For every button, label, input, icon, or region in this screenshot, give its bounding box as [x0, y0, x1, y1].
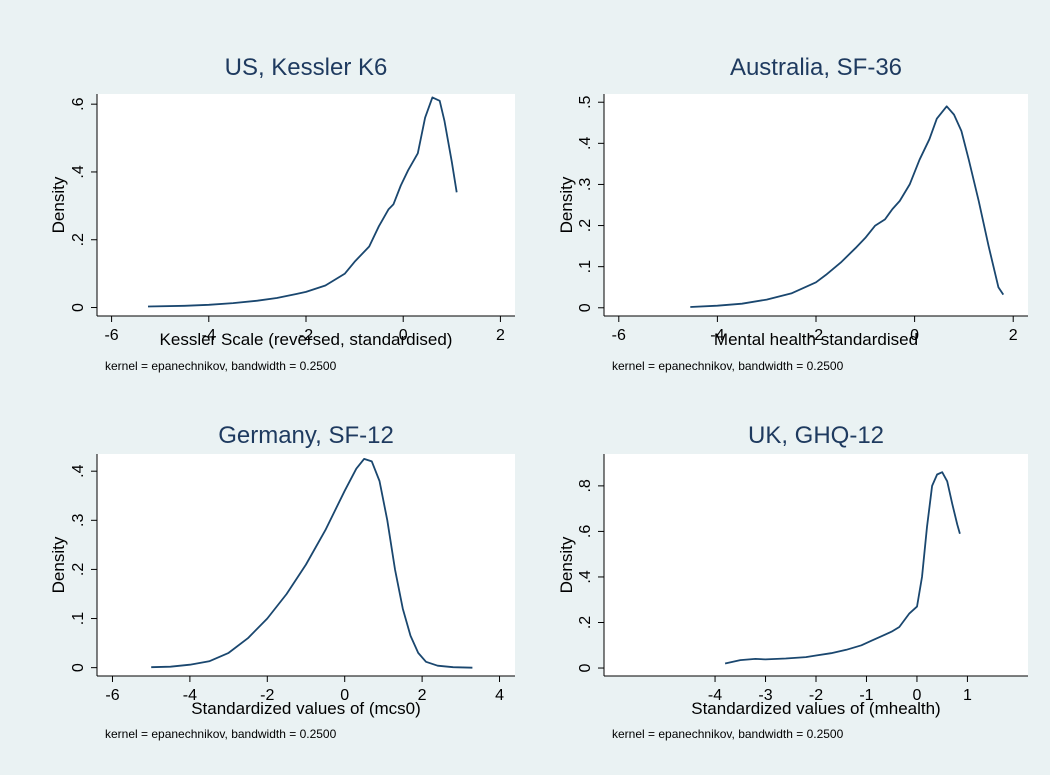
x-tick-label: -6 — [105, 687, 119, 704]
kernel-note: kernel = epanechnikov, bandwidth = 0.250… — [105, 727, 337, 741]
y-tick-label: 0 — [70, 303, 87, 312]
y-tick-label: .8 — [577, 479, 594, 492]
chart-panel-1: US, Kessler K6 0 .2 .4 .6 -6 -4 -2 0 2 Density Kess… — [49, 54, 515, 373]
y-tick-label: .4 — [70, 165, 87, 178]
x-tick-label: -2 — [260, 687, 274, 704]
x-axis-label: Standardized values of (mhealth) — [691, 699, 940, 718]
x-tick-label: 0 — [912, 687, 921, 704]
x-tick-label: 4 — [495, 687, 504, 704]
y-axis-label: Density — [557, 176, 576, 233]
x-tick-label: -3 — [758, 687, 772, 704]
y-tick-label: 0 — [577, 303, 594, 312]
chart-title: Germany, SF-12 — [218, 422, 394, 449]
x-axis-label: Kessler Scale (reversed, standardised) — [160, 330, 453, 349]
y-tick-label: .6 — [70, 97, 87, 110]
x-tick-label: -4 — [183, 687, 197, 704]
plot-area — [604, 94, 1028, 316]
x-tick-label: 0 — [399, 327, 408, 344]
kernel-note: kernel = epanechnikov, bandwidth = 0.250… — [105, 359, 337, 373]
y-tick-label: .2 — [577, 219, 594, 232]
x-tick-label: -4 — [708, 687, 722, 704]
x-tick-label: -4 — [202, 327, 216, 344]
y-tick-label: .1 — [70, 612, 87, 625]
chart-panel-2: Australia, SF-36 0 .1 .2 .3 .4 .5 -6 -4 -2 0 2 Densi… — [557, 54, 1028, 373]
x-tick-label: 1 — [963, 687, 972, 704]
x-tick-label: 2 — [1009, 327, 1018, 344]
x-tick-label: -6 — [612, 327, 626, 344]
y-tick-label: 0 — [577, 663, 594, 672]
chart-title: US, Kessler K6 — [225, 54, 388, 81]
y-tick-label: .4 — [577, 570, 594, 583]
chart-title: UK, GHQ-12 — [748, 422, 884, 449]
x-axis-label: Standardized values of (mcs0) — [191, 699, 421, 718]
y-tick-label: .2 — [577, 616, 594, 629]
x-tick-label: -6 — [104, 327, 118, 344]
x-tick-label: -2 — [809, 327, 823, 344]
x-tick-label: -2 — [299, 327, 313, 344]
x-tick-label: 2 — [418, 687, 427, 704]
x-tick-label: -2 — [809, 687, 823, 704]
chart-panel-3: Germany, SF-12 0 .1 .2 .3 .4 -6 -4 -2 0 2 4 Density S… — [49, 422, 515, 741]
y-tick-label: .2 — [70, 563, 87, 576]
density-line — [724, 471, 961, 665]
kernel-note: kernel = epanechnikov, bandwidth = 0.250… — [612, 727, 844, 741]
density-line — [690, 105, 1005, 308]
chart-title: Australia, SF-36 — [730, 54, 902, 81]
x-tick-label: 0 — [910, 327, 919, 344]
plot-area — [604, 454, 1028, 676]
x-tick-label: 2 — [496, 327, 505, 344]
y-tick-label: 0 — [70, 663, 87, 672]
y-tick-label: .2 — [70, 233, 87, 246]
y-tick-label: .3 — [577, 178, 594, 191]
y-axis-label: Density — [49, 176, 68, 233]
y-axis-label: Density — [557, 536, 576, 593]
density-line — [151, 457, 473, 669]
y-tick-label: .5 — [577, 95, 594, 108]
density-line — [147, 96, 458, 308]
x-tick-label: -4 — [710, 327, 724, 344]
y-axis-label: Density — [49, 536, 68, 593]
x-tick-label: 0 — [340, 687, 349, 704]
y-tick-label: .4 — [70, 464, 87, 477]
x-axis-label: Mental health standardised — [714, 330, 918, 349]
y-tick-label: .1 — [577, 260, 594, 273]
plot-area — [97, 94, 515, 316]
y-tick-label: .6 — [577, 525, 594, 538]
kernel-note: kernel = epanechnikov, bandwidth = 0.250… — [612, 359, 844, 373]
y-tick-label: .3 — [70, 514, 87, 527]
x-tick-label: -1 — [859, 687, 873, 704]
chart-panel-4: UK, GHQ-12 0 .2 .4 .6 .8 -4 -3 -2 -1 0 1 Density Stan… — [557, 422, 1028, 741]
y-tick-label: .4 — [577, 137, 594, 150]
